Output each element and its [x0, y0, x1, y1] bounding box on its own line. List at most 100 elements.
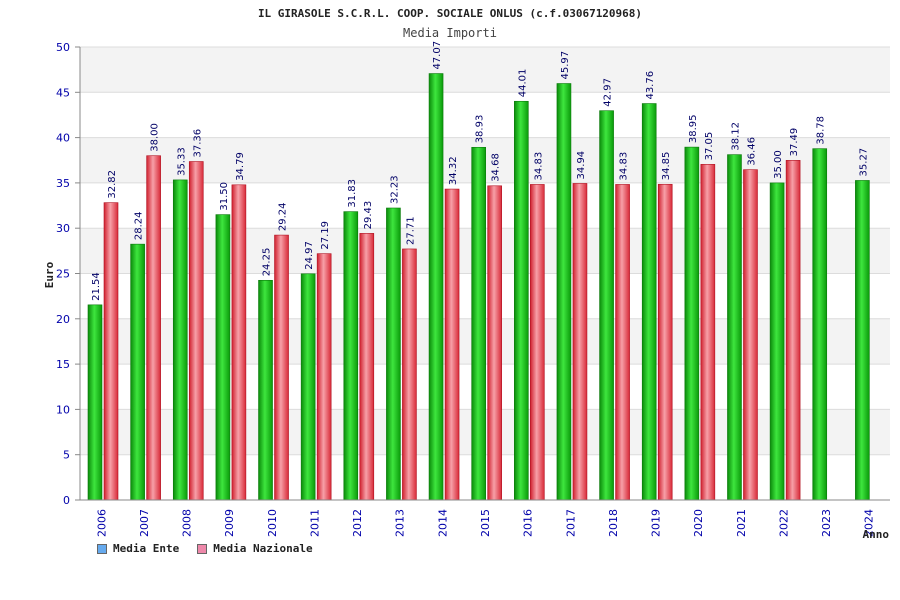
bar-media-ente	[514, 100, 529, 501]
y-tick-label: 15	[56, 358, 70, 371]
bar-media-ente	[599, 110, 614, 501]
y-tick-label: 40	[56, 132, 70, 145]
bar-media-ente	[769, 182, 785, 501]
legend: Media Ente Media Nazionale	[97, 542, 313, 555]
y-tick-label: 30	[56, 222, 70, 235]
data-label: 35.33	[176, 147, 187, 176]
data-label: 47.07	[432, 41, 443, 70]
data-label: 37.05	[704, 132, 715, 161]
bar-media-ente	[258, 279, 273, 501]
data-label: 31.83	[347, 179, 358, 208]
bar-media-ente	[215, 214, 231, 501]
data-label: 45.97	[560, 51, 571, 80]
y-tick-label: 35	[56, 177, 70, 190]
data-label: 38.93	[475, 115, 486, 144]
data-label: 38.95	[688, 114, 699, 143]
x-tick-label: 2006	[95, 509, 108, 537]
bar-media-nazionale	[188, 161, 204, 501]
data-label: 34.85	[661, 152, 672, 181]
x-tick-label: 2018	[607, 509, 620, 537]
bar-media-ente	[471, 146, 486, 501]
y-tick-label: 45	[56, 86, 70, 99]
data-label: 24.97	[304, 241, 315, 270]
data-label: 43.76	[645, 71, 656, 100]
bar-media-ente	[87, 304, 103, 501]
data-label: 36.46	[746, 137, 757, 166]
x-axis-label: Anno	[863, 528, 890, 541]
bar-media-ente	[812, 148, 828, 501]
data-label: 34.83	[533, 152, 544, 181]
bar-media-ente	[556, 83, 572, 501]
data-label: 42.97	[603, 78, 614, 107]
bar-media-nazionale	[359, 233, 375, 501]
plot-band	[80, 47, 890, 93]
x-tick-label: 2019	[650, 509, 663, 537]
legend-swatch-ente	[97, 543, 107, 554]
bar-media-nazionale	[572, 183, 588, 501]
data-label: 38.78	[816, 116, 827, 145]
bar-media-nazionale	[146, 155, 161, 501]
data-label: 37.36	[192, 129, 203, 158]
data-label: 38.12	[730, 122, 741, 151]
bar-media-nazionale	[785, 160, 801, 501]
bar-media-ente	[855, 180, 870, 501]
x-tick-label: 2024	[863, 509, 876, 537]
data-label: 28.24	[134, 212, 145, 241]
bar-media-ente	[343, 211, 359, 501]
data-label: 35.00	[773, 150, 784, 179]
bar-media-nazionale	[657, 183, 673, 501]
legend-label-ente: Media Ente	[113, 542, 180, 555]
plot-band	[80, 92, 890, 138]
bar-media-ente	[386, 207, 401, 501]
bars-group	[87, 73, 870, 501]
x-tick-label: 2010	[266, 509, 279, 537]
x-tick-label: 2007	[138, 509, 151, 537]
data-label: 38.00	[150, 123, 161, 152]
y-axis-label: Euro	[43, 261, 56, 288]
bar-media-ente	[428, 73, 444, 501]
y-tick-label: 0	[63, 494, 70, 507]
bar-media-nazionale	[530, 184, 545, 501]
data-label: 27.71	[405, 216, 416, 245]
bar-media-ente	[727, 154, 742, 501]
bar-media-ente	[684, 146, 700, 501]
legend-item-ente: Media Ente	[97, 542, 179, 555]
bar-media-nazionale	[444, 188, 460, 501]
data-label: 44.01	[517, 69, 528, 98]
x-tick-label: 2013	[394, 509, 407, 537]
data-label: 24.25	[262, 248, 273, 277]
y-tick-label: 50	[56, 41, 70, 54]
x-tick-label: 2023	[820, 509, 833, 537]
x-tick-label: 2011	[308, 509, 321, 537]
bar-media-nazionale	[274, 234, 289, 501]
bar-media-nazionale	[700, 164, 716, 501]
data-label: 29.43	[363, 201, 374, 230]
bar-media-nazionale	[231, 184, 247, 501]
bar-media-ente	[172, 179, 188, 501]
legend-swatch-nazionale	[197, 543, 208, 554]
data-label: 31.50	[219, 182, 230, 211]
bar-media-nazionale	[402, 248, 417, 501]
y-tick-label: 25	[56, 268, 70, 281]
bar-media-ente	[641, 103, 657, 501]
chart-title: IL GIRASOLE S.C.R.L. COOP. SOCIALE ONLUS…	[258, 7, 642, 20]
data-label: 32.23	[389, 175, 400, 204]
y-tick-label: 10	[56, 403, 70, 416]
x-tick-label: 2009	[223, 509, 236, 537]
data-label: 34.83	[619, 152, 630, 181]
y-tick-label: 5	[63, 449, 70, 462]
value-labels: 21.54 32.82 28.24 38.00 35.33 37.36 31.50 34.79…	[91, 41, 869, 301]
legend-label-nazionale: Media Nazionale	[213, 542, 313, 555]
x-tick-label: 2022	[777, 509, 790, 537]
data-label: 37.49	[789, 128, 800, 157]
x-tick-label: 2014	[436, 509, 449, 537]
x-tick-label: 2017	[564, 509, 577, 537]
data-label: 21.54	[91, 272, 102, 301]
data-label: 34.79	[235, 152, 246, 181]
chart-subtitle: Media Importi	[403, 26, 497, 40]
data-label: 27.19	[320, 221, 331, 250]
bar-media-nazionale	[316, 253, 332, 501]
x-tick-label: 2021	[735, 509, 748, 537]
x-tick-label: 2015	[479, 509, 492, 537]
